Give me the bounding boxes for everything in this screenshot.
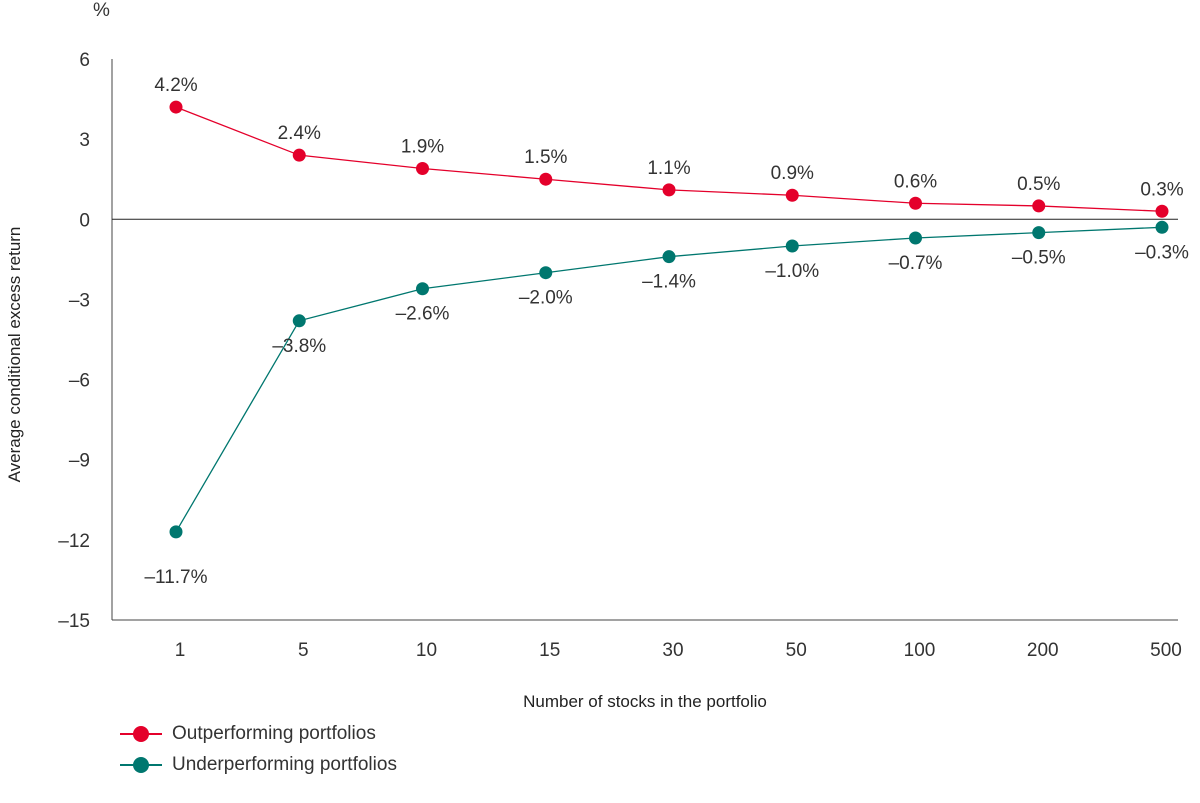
x-tick-label: 1 (175, 640, 186, 661)
legend-item-underperforming: Underperforming portfolios (120, 749, 397, 780)
data-label: 2.4% (278, 123, 321, 144)
data-point (1032, 226, 1046, 240)
data-point (909, 196, 922, 210)
data-label: –11.7% (144, 567, 207, 588)
data-label: –0.7% (889, 253, 943, 274)
data-point (662, 250, 676, 264)
y-tick-label: 0 (79, 210, 90, 231)
data-label: 0.3% (1140, 179, 1183, 200)
x-tick-label: 500 (1150, 640, 1182, 661)
data-point (785, 239, 799, 253)
data-label: –0.5% (1012, 248, 1066, 269)
data-point (292, 314, 306, 328)
data-point (1155, 220, 1169, 234)
data-label: 1.5% (524, 147, 567, 168)
data-label: 0.6% (894, 171, 937, 192)
data-point (785, 188, 799, 202)
y-tick-label: 3 (79, 130, 90, 151)
data-point (169, 100, 183, 114)
data-point (539, 266, 553, 280)
y-axis-label: Average conditional excess return (5, 227, 24, 483)
data-point (539, 172, 553, 186)
x-tick-label: 50 (786, 640, 807, 661)
data-label: –1.4% (642, 272, 696, 293)
legend: Outperforming portfolios Underperforming… (120, 718, 397, 780)
legend-item-outperforming: Outperforming portfolios (120, 718, 397, 749)
data-label: 1.1% (647, 158, 690, 179)
data-point (292, 148, 306, 162)
y-tick-label: –6 (69, 371, 90, 392)
data-point (1155, 204, 1169, 218)
x-axis-label: Number of stocks in the portfolio (523, 692, 767, 711)
legend-label: Outperforming portfolios (172, 722, 376, 744)
x-tick-label: 100 (904, 640, 936, 661)
y-tick-label: –3 (69, 290, 90, 311)
y-tick-label: 6 (79, 50, 90, 71)
data-label: –2.6% (396, 304, 450, 325)
data-label: 0.9% (771, 163, 814, 184)
y-tick-label: –12 (58, 531, 90, 552)
data-point (909, 231, 922, 245)
data-label: 4.2% (154, 75, 197, 96)
x-tick-label: 200 (1027, 640, 1059, 661)
x-tick-label: 10 (416, 640, 437, 661)
data-label: 0.5% (1017, 174, 1060, 195)
data-point (416, 162, 429, 176)
data-label: –0.3% (1135, 242, 1189, 263)
data-label: 1.9% (401, 137, 444, 158)
y-tick-label: –9 (69, 451, 90, 472)
data-label: –1.0% (765, 261, 819, 282)
unit-label: % (93, 0, 110, 21)
data-point (1032, 199, 1046, 213)
legend-swatch-outperforming (120, 725, 162, 742)
data-point (169, 525, 183, 539)
data-label: –3.8% (272, 336, 326, 357)
data-label: –2.0% (519, 288, 573, 309)
legend-swatch-underperforming (120, 756, 162, 773)
legend-label: Underperforming portfolios (172, 753, 397, 775)
x-tick-label: 30 (662, 640, 683, 661)
x-tick-label: 5 (298, 640, 309, 661)
data-point (416, 282, 429, 296)
x-tick-label: 15 (539, 640, 560, 661)
y-tick-label: –15 (58, 611, 90, 632)
data-point (662, 183, 676, 197)
